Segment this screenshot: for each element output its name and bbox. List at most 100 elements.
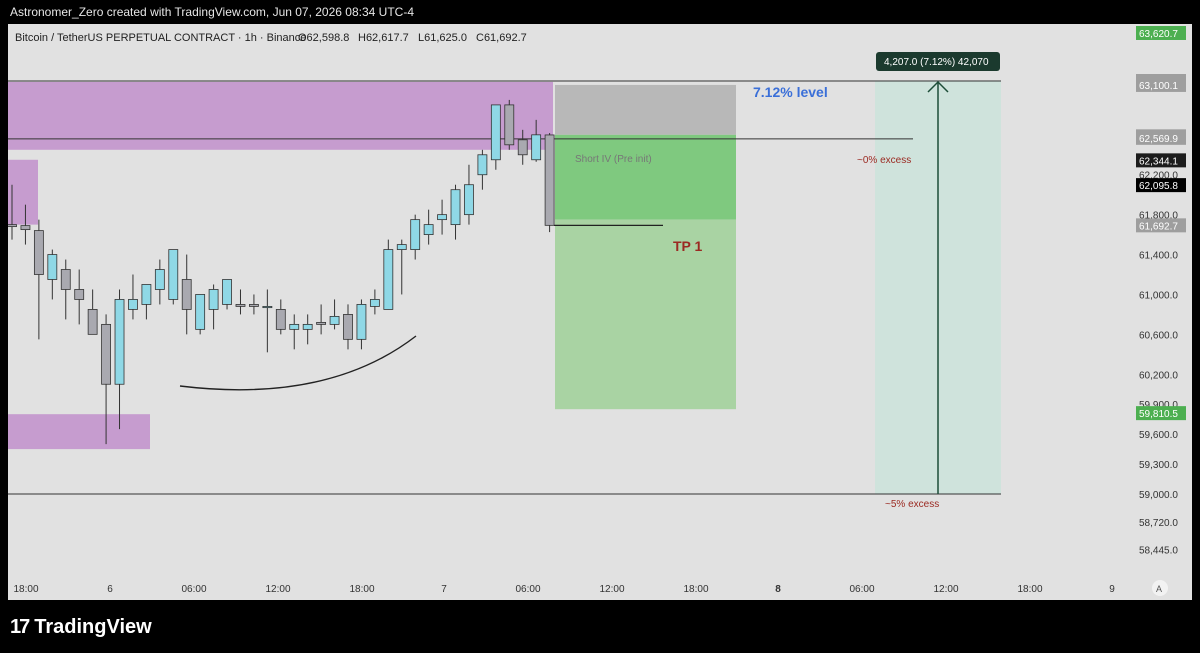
time-tick-label: 06:00	[849, 584, 874, 595]
candle-body	[464, 184, 474, 216]
price-axis: 58,445.0 58,720.0 59,000.0 59,300.0 59,600.0…	[1136, 25, 1186, 556]
excess-bottom-label: ~5% excess	[885, 499, 939, 510]
risk-box	[555, 84, 736, 135]
level-label: 7.12% level	[753, 84, 828, 100]
auto-scale-button[interactable]	[1152, 580, 1168, 596]
tradingview-logo-text: TradingView	[34, 616, 152, 638]
price-label: 63,620.7	[1139, 29, 1178, 40]
candle-body	[275, 309, 286, 330]
candle-body	[477, 154, 488, 176]
candlestick-chart[interactable]: 58,445.0 58,720.0 59,000.0 59,300.0 59,600.0…	[7, 24, 1192, 600]
supply-zone-top	[8, 81, 553, 150]
price-tick-label: 59,900.0	[1139, 400, 1178, 411]
price-label: 62,344.1	[1139, 156, 1178, 167]
price-label-bg	[1136, 153, 1186, 168]
candle-body	[343, 314, 353, 340]
target-box-dark	[555, 134, 736, 220]
candle-body	[383, 249, 394, 310]
candle-body	[544, 134, 555, 226]
time-tick-label: 18:00	[13, 584, 38, 595]
short-label: Short IV (Pre init)	[575, 154, 652, 165]
price-label-bg	[1136, 25, 1186, 40]
candle-body	[60, 269, 71, 290]
measure-arrow-head	[927, 80, 949, 93]
time-tick-label: 18:00	[349, 584, 374, 595]
price-tick-label: 60,200.0	[1139, 370, 1178, 381]
annotations-layer	[179, 335, 417, 391]
price-label-bg	[1136, 130, 1186, 145]
demand-zone-bottom	[8, 414, 150, 450]
candle-body	[517, 139, 528, 156]
chart-caption: Astronomer_Zero created with TradingView…	[10, 5, 414, 19]
candle-body	[141, 284, 152, 305]
candle-body	[222, 279, 232, 305]
candle-body	[410, 219, 421, 250]
candle-body	[181, 279, 192, 310]
chart-panel[interactable]: 58,445.0 58,720.0 59,000.0 59,300.0 59,600.0…	[7, 24, 1192, 600]
price-tick-label: 58,445.0	[1139, 545, 1178, 556]
time-axis: 18:00 6 06:00 12:00 18:00 7 06:00 12:00 18:00 8 06…	[13, 584, 1115, 595]
price-label-bg	[1136, 218, 1186, 233]
target-box-light	[555, 219, 736, 410]
candle-body	[101, 323, 111, 385]
price-label: 59,810.5	[1139, 409, 1178, 420]
candle-body	[195, 294, 206, 330]
price-tick-label: 61,400.0	[1139, 251, 1178, 262]
auto-scale-icon: A	[1156, 584, 1162, 594]
price-label-bg	[1136, 77, 1186, 92]
time-tick-label: 8	[775, 584, 781, 595]
candle-body	[450, 189, 461, 226]
candle-body	[316, 321, 327, 325]
candle-body	[369, 299, 380, 307]
price-label: 63,100.1	[1139, 81, 1178, 92]
footer-bar	[0, 600, 1200, 653]
legend-symbol: Bitcoin / TetherUS PERPETUAL CONTRACT · …	[15, 32, 306, 44]
time-tick-label: 12:00	[933, 584, 958, 595]
legend-low: L61,625.0	[418, 32, 467, 44]
price-tick-label: 59,300.0	[1139, 460, 1178, 471]
price-tick-label: 61,800.0	[1139, 211, 1178, 222]
candle-body	[114, 299, 125, 385]
candle-body	[235, 304, 246, 307]
candle-body	[128, 299, 138, 310]
price-tick-label: 58,720.0	[1139, 518, 1178, 529]
excess-top-label: ~0% excess	[857, 155, 911, 166]
time-tick-label: 18:00	[683, 584, 708, 595]
candle-body	[396, 244, 407, 250]
zones-layer	[8, 80, 1001, 494]
candle-body	[33, 230, 44, 275]
candle-body	[329, 316, 340, 325]
time-tick-label: 12:00	[265, 584, 290, 595]
price-label: 62,569.9	[1139, 134, 1178, 145]
measure-label: 4,207.0 (7.12%) 42,070	[884, 57, 989, 68]
time-tick-label: 12:00	[599, 584, 624, 595]
price-tick-label: 62,200.0	[1139, 171, 1178, 182]
time-tick-label: 06:00	[515, 584, 540, 595]
time-tick-label: 9	[1109, 584, 1115, 595]
rounding-bottom-arc	[179, 335, 417, 391]
price-tick-label: 59,600.0	[1139, 430, 1178, 441]
candle-body	[47, 254, 58, 280]
candles-layer	[7, 99, 555, 445]
price-tick-label: 61,000.0	[1139, 290, 1178, 301]
lines-layer	[8, 80, 1001, 495]
legend-high: H62,617.7	[358, 32, 409, 44]
time-tick-label: 6	[107, 584, 113, 595]
candle-body	[531, 134, 542, 161]
candle-body	[74, 289, 85, 300]
time-tick-label: 18:00	[1017, 584, 1042, 595]
price-label-bg	[1136, 178, 1186, 193]
price-tick-label: 60,600.0	[1139, 330, 1178, 341]
tradingview-logo: 17 TradingView	[10, 616, 152, 639]
tradingview-logo-icon: 17	[10, 616, 30, 638]
candle-body	[87, 309, 98, 335]
candle-body	[168, 249, 179, 300]
candle-body	[7, 224, 17, 228]
candle-body	[262, 306, 273, 309]
candle-body	[302, 323, 313, 330]
price-label: 61,692.7	[1139, 221, 1178, 232]
candle-body	[356, 304, 367, 340]
price-label-bg	[1136, 406, 1186, 421]
candle-body	[504, 104, 515, 146]
legend-open: O62,598.8	[298, 32, 349, 44]
